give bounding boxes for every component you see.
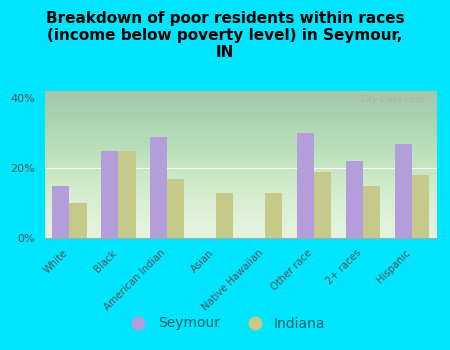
Bar	[265, 193, 282, 238]
Bar	[69, 203, 86, 238]
Bar	[412, 175, 429, 238]
Bar	[314, 172, 331, 238]
Bar	[52, 186, 69, 238]
Bar	[216, 193, 234, 238]
Text: Breakdown of poor residents within races
(income below poverty level) in Seymour: Breakdown of poor residents within races…	[46, 10, 404, 60]
Bar	[297, 133, 314, 238]
Text: City-Data.com: City-Data.com	[361, 96, 425, 104]
Bar	[118, 150, 135, 238]
Bar	[363, 186, 380, 238]
Bar	[101, 150, 118, 238]
Bar	[167, 178, 184, 238]
Bar	[150, 136, 167, 238]
Bar	[346, 161, 363, 238]
Legend: Seymour, Indiana: Seymour, Indiana	[119, 311, 331, 336]
Bar	[395, 144, 412, 238]
